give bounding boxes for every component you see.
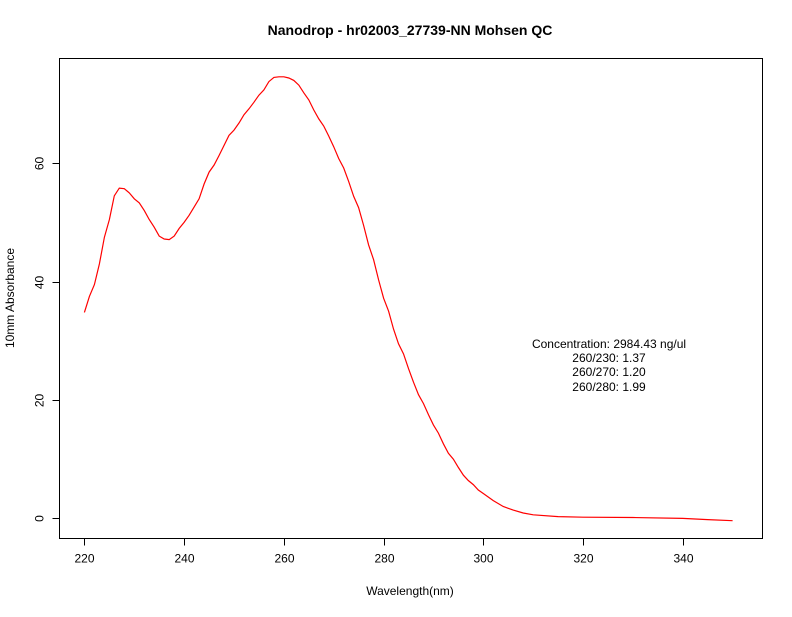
x-tick-label: 340 [673,552,693,566]
x-tick-label: 280 [374,552,394,566]
y-tick-label: 40 [33,276,47,290]
annotation-260-280: 260/280: 1.99 [572,380,646,394]
y-axis-label: 10mm Absorbance [3,248,17,348]
chart-title: Nanodrop - hr02003_27739-NN Mohsen QC [268,22,553,38]
absorbance-series-line [83,76,733,522]
annotation-260-270: 260/270: 1.20 [572,365,646,379]
annotation-concentration: Concentration: 2984.43 ng/ul [532,337,686,351]
y-axis: 0 20 40 60 [33,157,60,522]
y-tick-label: 60 [33,157,47,171]
annotation-260-230: 260/230: 1.37 [572,351,646,365]
plot-frame [59,58,763,539]
x-axis: 220 240 260 280 300 320 340 [74,538,694,566]
x-tick-label: 240 [174,552,194,566]
y-tick-label: 20 [33,394,47,408]
x-tick-label: 260 [274,552,294,566]
x-tick-label: 220 [74,552,94,566]
x-tick-label: 320 [573,552,593,566]
y-tick-label: 0 [33,515,47,522]
x-tick-label: 300 [473,552,493,566]
x-axis-label: Wavelength(nm) [366,584,454,598]
